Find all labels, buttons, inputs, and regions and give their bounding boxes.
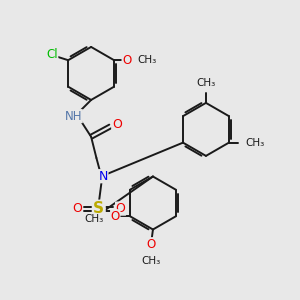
Text: O: O — [116, 202, 125, 215]
Text: Cl: Cl — [46, 48, 58, 61]
Text: O: O — [112, 118, 122, 130]
Text: CH₃: CH₃ — [196, 78, 216, 88]
Text: CH₃: CH₃ — [84, 214, 104, 224]
Text: NH: NH — [65, 110, 82, 123]
Text: N: N — [98, 170, 108, 183]
Text: S: S — [93, 201, 104, 216]
Text: O: O — [122, 54, 131, 67]
Text: O: O — [111, 210, 120, 223]
Text: CH₃: CH₃ — [246, 138, 265, 148]
Text: O: O — [72, 202, 82, 215]
Text: CH₃: CH₃ — [142, 256, 161, 266]
Text: CH₃: CH₃ — [138, 55, 157, 65]
Text: O: O — [147, 238, 156, 251]
